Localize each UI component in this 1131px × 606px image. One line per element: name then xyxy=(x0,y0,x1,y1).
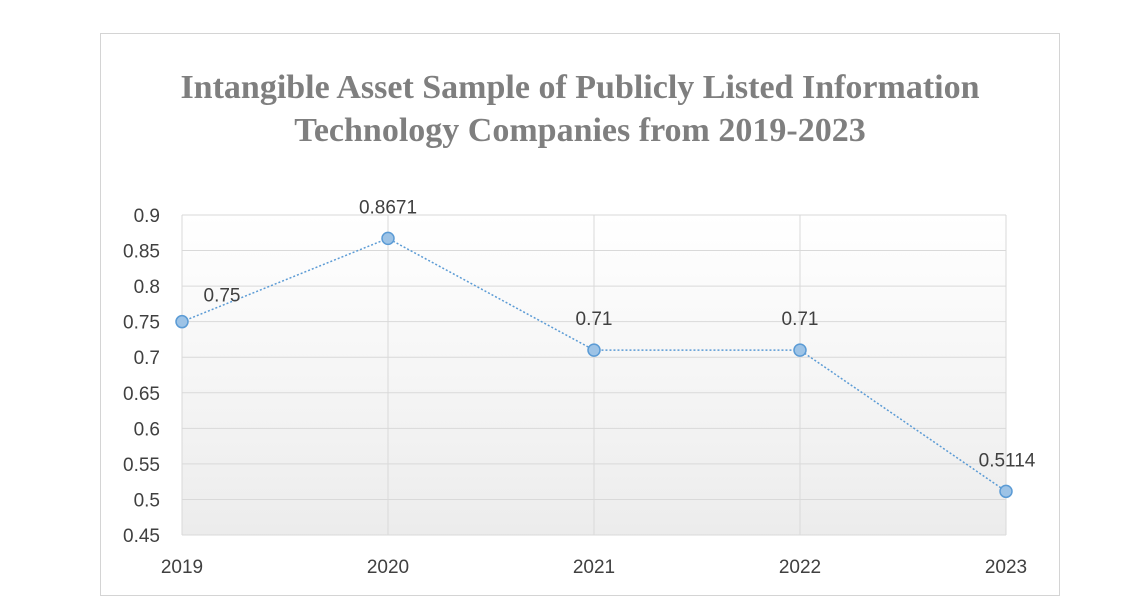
y-tick-label: 0.8 xyxy=(134,277,160,298)
y-tick-label: 0.75 xyxy=(123,313,160,334)
y-tick-label: 0.5 xyxy=(134,490,160,511)
x-tick-label: 2019 xyxy=(161,557,203,578)
data-point-marker xyxy=(381,231,395,246)
data-label: 0.8671 xyxy=(359,197,417,218)
chart-title: Intangible Asset Sample of Publicly List… xyxy=(180,69,980,149)
y-tick-label: 0.55 xyxy=(123,455,160,476)
x-tick-label: 2021 xyxy=(573,557,615,578)
data-point-marker xyxy=(999,484,1013,499)
grid-lines xyxy=(181,214,1007,536)
data-point-marker xyxy=(175,314,189,329)
y-tick-label: 0.7 xyxy=(134,348,160,369)
y-tick-label: 0.9 xyxy=(134,206,160,227)
x-tick-label: 2020 xyxy=(367,557,409,578)
data-label: 0.71 xyxy=(782,309,819,330)
x-axis-ticks: 2019 2020 2021 2022 2023 xyxy=(161,557,1027,578)
x-tick-label: 2023 xyxy=(985,557,1027,578)
data-labels: 0.75 0.8671 0.71 0.71 0.5114 xyxy=(204,197,1036,471)
y-tick-label: 0.65 xyxy=(123,384,160,405)
data-label: 0.71 xyxy=(576,309,613,330)
y-tick-label: 0.45 xyxy=(123,526,160,547)
y-tick-label: 0.6 xyxy=(134,419,160,440)
data-label: 0.75 xyxy=(204,286,241,307)
data-label: 0.5114 xyxy=(979,450,1036,471)
series-markers xyxy=(175,231,1013,499)
x-tick-label: 2022 xyxy=(779,557,821,578)
data-point-marker xyxy=(793,343,807,357)
y-axis-ticks: 0.45 0.5 0.55 0.6 0.65 0.7 0.75 0.8 0.85 0.9 xyxy=(123,206,160,547)
data-point-marker xyxy=(587,343,601,357)
y-tick-label: 0.85 xyxy=(123,242,160,263)
